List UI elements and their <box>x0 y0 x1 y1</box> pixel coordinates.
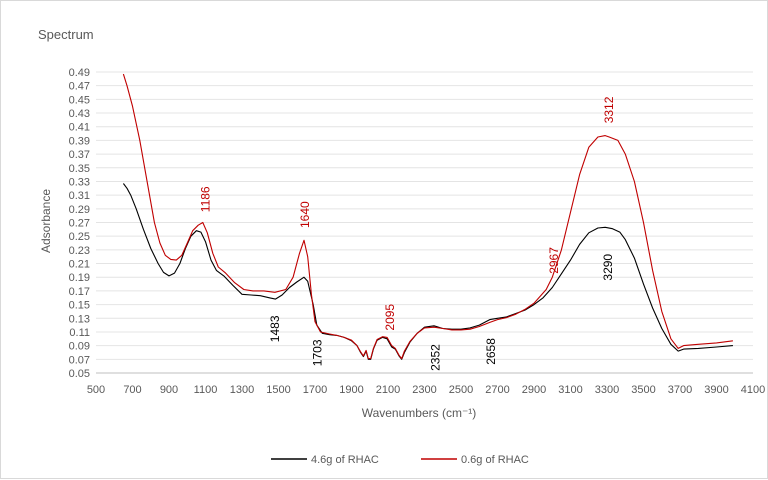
gridlines <box>96 71 753 374</box>
y-tick-labels: 0.05 0.070.09 0.11 0.130.15 0.17 0.190.21 0.23… <box>69 67 90 380</box>
x-tick-label: 2100 <box>376 384 400 396</box>
peak-label: 2967 <box>547 247 561 274</box>
y-tick-label: 0.37 <box>69 149 90 161</box>
x-tick-label: 700 <box>123 384 141 396</box>
y-tick-label: 0.17 <box>69 286 90 298</box>
y-tick-label: 0.31 <box>69 190 90 202</box>
x-tick-label: 4100 <box>741 384 765 396</box>
y-tick-label: 0.35 <box>69 163 90 175</box>
x-tick-label: 900 <box>160 384 178 396</box>
x-tick-label: 2500 <box>449 384 473 396</box>
x-axis-title: Wavenumbers (cm⁻¹) <box>362 406 477 420</box>
chart-title: Spectrum <box>38 27 94 42</box>
y-tick-label: 0.43 <box>69 108 90 120</box>
y-tick-label: 0.29 <box>69 204 90 216</box>
y-tick-label: 0.15 <box>69 300 90 312</box>
y-tick-label: 0.05 <box>69 368 90 380</box>
y-tick-label: 0.23 <box>69 245 90 257</box>
x-tick-label: 2300 <box>412 384 436 396</box>
series-line-1 <box>122 183 733 360</box>
peak-label: 1483 <box>268 315 282 342</box>
x-tick-label: 1100 <box>194 384 218 396</box>
x-tick-label: 3500 <box>631 384 655 396</box>
y-tick-label: 0.09 <box>69 341 90 353</box>
x-tick-label: 1700 <box>303 384 327 396</box>
y-tick-label: 0.27 <box>69 218 90 230</box>
peak-label: 2095 <box>383 304 397 331</box>
y-tick-label: 0.45 <box>69 94 90 106</box>
y-tick-label: 0.33 <box>69 176 90 188</box>
x-tick-label: 3900 <box>704 384 728 396</box>
y-tick-label: 0.25 <box>69 231 90 243</box>
peak-label: 2658 <box>484 338 498 365</box>
x-tick-label: 3700 <box>668 384 692 396</box>
x-tick-labels: 500 700 900 1100 1300 1500 1700 1900 2100 2300 250… <box>87 384 765 396</box>
series-line-2 <box>122 73 733 360</box>
y-tick-label: 0.47 <box>69 81 90 93</box>
peak-label: 1703 <box>311 339 325 366</box>
y-tick-label: 0.11 <box>69 327 90 339</box>
x-tick-label: 1300 <box>230 384 254 396</box>
x-tick-label: 2700 <box>485 384 509 396</box>
x-tick-label: 1900 <box>339 384 363 396</box>
peak-label: 1640 <box>298 201 312 228</box>
y-tick-label: 0.21 <box>69 259 90 271</box>
peak-label: 3290 <box>601 254 615 281</box>
y-tick-label: 0.41 <box>69 122 90 134</box>
x-tick-label: 3300 <box>595 384 619 396</box>
y-tick-label: 0.39 <box>69 135 90 147</box>
peak-label: 1186 <box>199 186 213 212</box>
series-lines <box>122 73 733 360</box>
y-tick-label: 0.19 <box>69 272 90 284</box>
legend-label: 4.6g of RHAC <box>311 454 379 466</box>
x-tick-label: 2900 <box>522 384 546 396</box>
legend: 4.6g of RHAC 0.6g of RHAC <box>271 454 529 466</box>
peak-label: 3312 <box>602 96 616 123</box>
y-tick-label: 0.49 <box>69 67 90 79</box>
y-tick-label: 0.07 <box>69 354 90 366</box>
peak-label: 2352 <box>429 344 443 371</box>
peak-annotations: 1186 1640 2095 2967 3312 1483 1703 2352 2658 3290 <box>199 96 617 371</box>
y-tick-label: 0.13 <box>69 313 90 325</box>
x-tick-label: 1500 <box>266 384 290 396</box>
y-axis-title: Adsorbance <box>39 189 53 253</box>
legend-label: 0.6g of RHAC <box>461 454 529 466</box>
x-tick-label: 500 <box>87 384 105 396</box>
x-tick-label: 3100 <box>558 384 582 396</box>
